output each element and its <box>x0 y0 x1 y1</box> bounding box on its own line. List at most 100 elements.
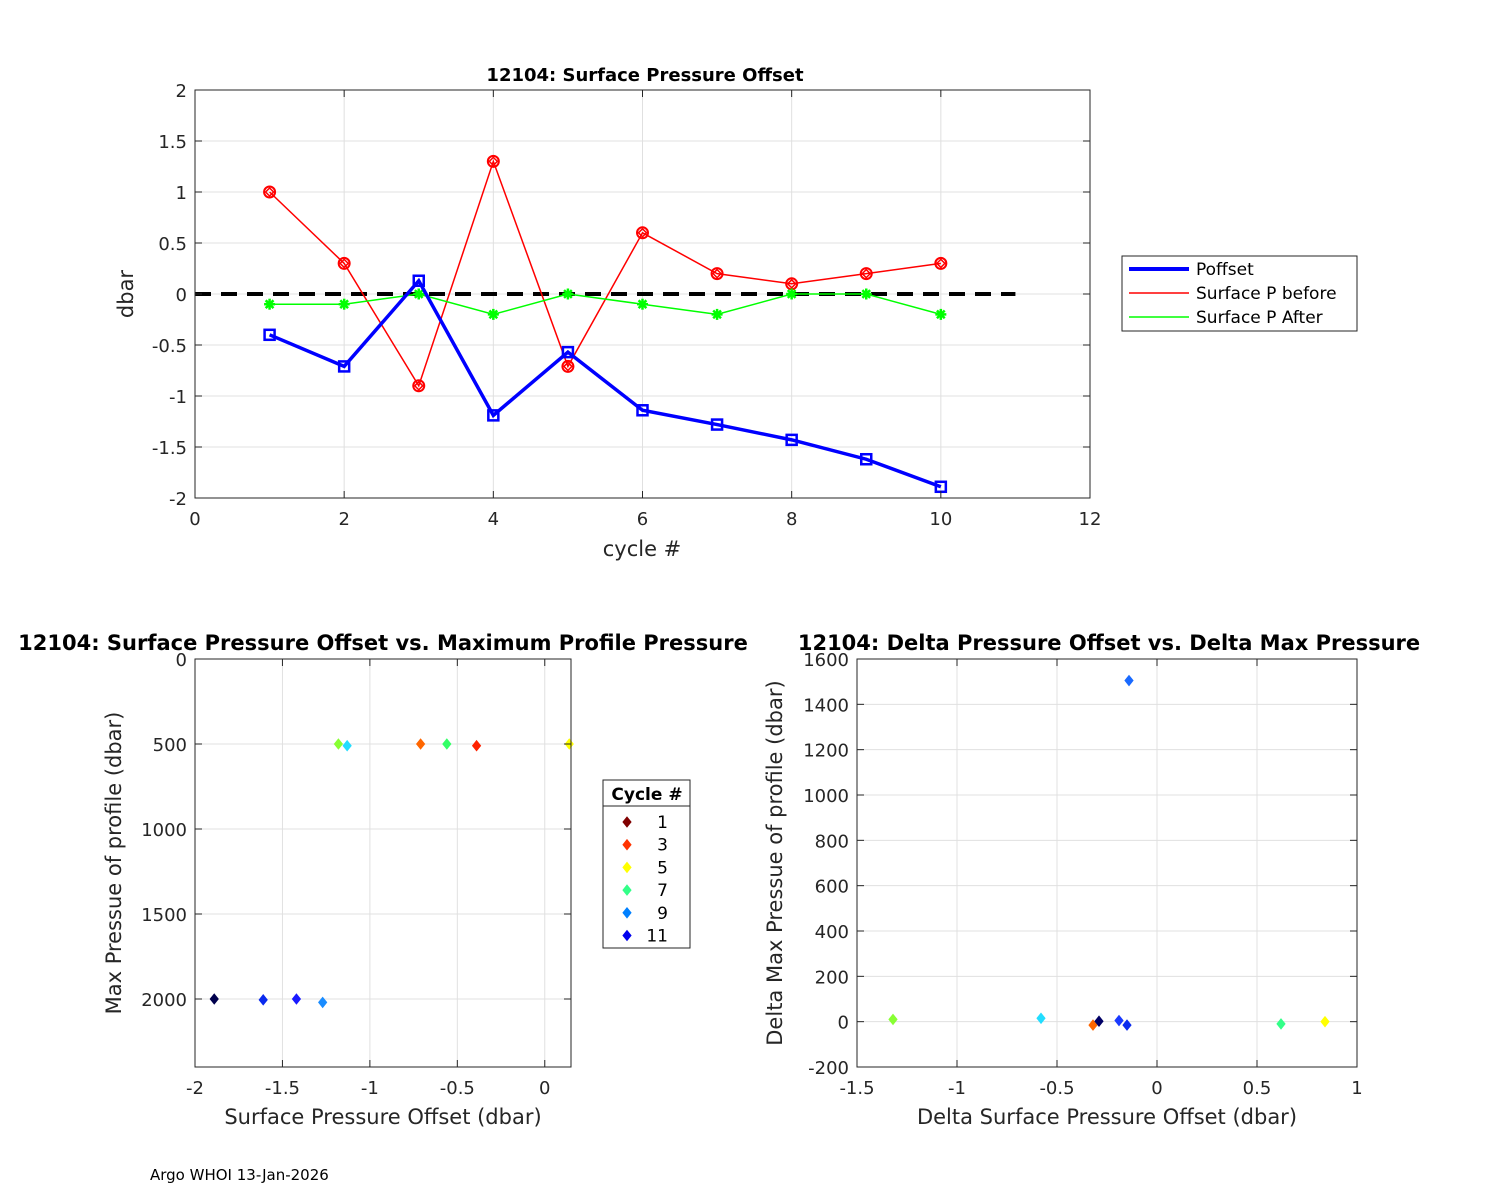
c2-data-point <box>333 738 344 750</box>
c3-data-point <box>1088 1019 1098 1031</box>
c1-x-tick-label: 8 <box>786 509 797 530</box>
c1-data-point <box>263 185 277 199</box>
c2-legend-label: 7 <box>657 881 668 901</box>
c3-title: 12104: Delta Pressure Offset vs. Delta M… <box>798 631 1420 655</box>
c3-data-point <box>1122 1019 1132 1031</box>
c2-legend-swatch <box>622 861 632 874</box>
c1-data-point <box>413 288 425 300</box>
c1-data-point <box>487 308 499 320</box>
c1-y-axis-label: dbar <box>114 270 138 319</box>
c3-x-axis-label: Delta Surface Pressure Offset (dbar) <box>917 1105 1297 1129</box>
c2-data-point <box>342 739 352 752</box>
c2-legend-label: 5 <box>657 858 668 878</box>
c3-y-tick-label: 1600 <box>803 650 849 671</box>
c1-x-tick-label: 6 <box>637 509 648 530</box>
c1-data-point <box>337 360 351 373</box>
c3-plot-area <box>857 659 1357 1067</box>
c1-data-point <box>637 298 648 310</box>
c2-data-point <box>415 738 426 750</box>
c3-data-point <box>888 1013 898 1026</box>
c2-x-tick-label: -2 <box>186 1078 204 1099</box>
c3-data-point <box>1094 1015 1104 1028</box>
c3-data-point <box>1124 674 1134 687</box>
c2-legend-swatch <box>622 884 632 896</box>
c2-legend: Cycle # 1 35 7 9 11 <box>602 779 691 949</box>
c2-legend-label: 3 <box>657 836 668 856</box>
c3-y-tick-label: 600 <box>815 877 849 898</box>
c3-y-tick-label: 0 <box>838 1013 849 1034</box>
c2-data-point <box>471 739 482 752</box>
c2-y-tick-label: 2000 <box>141 990 187 1011</box>
c1-x-tick-label: 12 <box>1079 509 1102 530</box>
c2-legend-title: Cycle # <box>611 785 682 805</box>
c3-x-tick-label: 1 <box>1351 1078 1362 1099</box>
c2-plot-area <box>195 659 571 1067</box>
c1-data-point <box>860 452 873 466</box>
c3-y-tick-label: 800 <box>815 831 849 852</box>
c2-legend-swatch <box>622 838 632 851</box>
c3-x-tick-label: -0.5 <box>1039 1078 1074 1099</box>
c1-y-tick-label: -0.5 <box>152 336 187 357</box>
c3-x-tick-label: -1 <box>948 1078 966 1099</box>
c3-data-point <box>1114 1014 1124 1027</box>
c3-x-tick-label: -1.5 <box>839 1078 874 1099</box>
c1-data-point <box>636 404 649 417</box>
c3-data-point <box>1276 1018 1286 1030</box>
c1-x-tick-label: 4 <box>488 509 499 530</box>
c1-data-point <box>487 409 500 422</box>
c2-x-tick-label: -1 <box>361 1078 379 1099</box>
c3-y-tick-label: 400 <box>815 922 849 943</box>
c2-data-point <box>442 738 452 750</box>
c3-y-tick-label: 1200 <box>803 741 849 762</box>
c1-data-point <box>711 308 723 320</box>
c2-x-tick-label: -0.5 <box>440 1078 475 1099</box>
c1-y-tick-label: -1 <box>169 387 187 408</box>
c1-data-point <box>562 288 574 300</box>
c2-legend-label: 9 <box>657 904 668 924</box>
c1-data-point <box>412 379 426 393</box>
c2-data-point <box>318 996 328 1009</box>
c3-axes-box <box>856 658 1358 1068</box>
c1-data-point <box>561 345 575 359</box>
c1-x-axis-label: cycle # <box>603 537 682 561</box>
c2-data-point <box>291 993 302 1005</box>
c3-data-point <box>1036 1012 1046 1025</box>
c1-data-point <box>934 256 948 270</box>
c2-axes-box <box>194 658 572 1068</box>
c1-legend-label: Surface P before <box>1196 284 1337 304</box>
c1-y-tick-label: 1.5 <box>158 132 187 153</box>
c2-legend-label: 1 <box>657 813 668 833</box>
c2-legend-swatch <box>622 929 632 942</box>
c1-y-tick-label: 2 <box>176 81 187 102</box>
c1-series-line-2 <box>269 293 942 316</box>
c1-data-point <box>710 267 724 281</box>
c1-y-tick-label: -2 <box>169 489 187 510</box>
c3-x-tick-label: 0.5 <box>1243 1078 1272 1099</box>
c1-data-point <box>412 274 425 287</box>
c2-data-point <box>209 993 219 1005</box>
c1-title: 12104: Surface Pressure Offset <box>486 65 804 86</box>
c2-x-axis-label: Surface Pressure Offset (dbar) <box>224 1105 541 1129</box>
c1-data-point <box>935 308 947 320</box>
c2-y-tick-label: 0 <box>176 650 187 671</box>
c2-x-tick-label: -1.5 <box>265 1078 300 1099</box>
c3-data-point <box>1320 1015 1330 1028</box>
c1-x-tick-label: 2 <box>338 509 349 530</box>
c1-data-point <box>636 226 649 240</box>
c2-y-tick-label: 1000 <box>141 820 187 841</box>
c1-legend-label: Poffset <box>1196 260 1254 280</box>
c2-y-tick-label: 1500 <box>141 905 187 926</box>
footer-text: Argo WHOI 13-Jan-2026 <box>150 1166 329 1184</box>
c1-data-point <box>337 256 351 270</box>
c1-data-point <box>263 328 276 342</box>
c1-x-tick-label: 10 <box>929 509 952 530</box>
c1-data-point <box>785 433 798 447</box>
c2-legend-swatch <box>622 816 632 828</box>
c1-data-point <box>338 298 350 310</box>
c3-x-tick-label: 0 <box>1151 1078 1162 1099</box>
c2-y-axis-label: Max Pressue of profile (dbar) <box>102 712 126 1015</box>
c3-y-tick-label: 1000 <box>803 786 849 807</box>
c2-y-tick-label: 500 <box>153 735 187 756</box>
c1-data-point <box>860 288 872 300</box>
